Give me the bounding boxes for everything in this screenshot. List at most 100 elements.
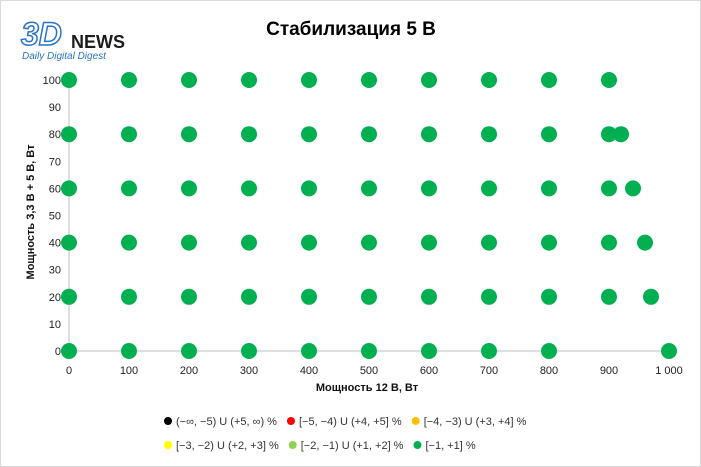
data-point (301, 72, 317, 88)
data-point (481, 288, 497, 305)
data-point (301, 288, 317, 305)
data-point (241, 180, 257, 197)
x-tick-label: 700 (480, 365, 498, 377)
logo-news: NEWS (71, 32, 125, 52)
data-point (541, 126, 557, 143)
legend-item: (−∞, −5) U (+5, ∞) % (164, 416, 277, 428)
y-tick-label: 20 (49, 292, 61, 304)
data-point (481, 126, 497, 143)
3dnews-logo: 3D NEWS Daily Digital Digest (20, 15, 125, 62)
data-point (361, 234, 377, 251)
data-point (121, 288, 137, 305)
data-point (121, 343, 137, 359)
y-tick-label: 30 (49, 265, 61, 277)
legend-item: [−5, −4) U (+4, +5] % (286, 416, 402, 428)
data-point (601, 126, 617, 143)
data-point (181, 126, 197, 143)
legend-label: [−1, +1] % (425, 440, 475, 452)
y-tick-label: 60 (49, 183, 61, 195)
data-point (643, 288, 659, 305)
data-point (361, 126, 377, 143)
data-point (541, 234, 557, 251)
data-point (301, 126, 317, 143)
data-point (625, 180, 641, 197)
y-tick-label: 90 (49, 102, 61, 114)
data-point (301, 343, 317, 359)
legend-marker (411, 417, 420, 425)
data-point (181, 288, 197, 305)
data-point (601, 180, 617, 197)
data-point (301, 180, 317, 197)
y-tick-label: 40 (49, 238, 61, 250)
x-tick-label: 900 (600, 365, 618, 377)
data-point (421, 72, 437, 88)
y-tick-label: 80 (49, 129, 61, 141)
x-tick-label: 600 (420, 365, 438, 377)
data-point (421, 288, 437, 305)
data-point (481, 234, 497, 251)
y-tick-label: 100 (43, 75, 61, 87)
data-point (361, 343, 377, 359)
data-point (61, 72, 77, 88)
data-point (601, 234, 617, 251)
legend-item: [−1, +1] % (413, 440, 476, 452)
data-point (241, 343, 257, 359)
data-point (481, 343, 497, 359)
data-point (421, 126, 437, 143)
data-point (181, 234, 197, 251)
legend-item: [−2, −1) U (+1, +2] % (288, 440, 404, 452)
legend-item: [−4, −3) U (+3, +4] % (411, 416, 527, 428)
x-tick-label: 100 (120, 365, 138, 377)
data-point (481, 72, 497, 88)
x-tick-label: 0 (66, 365, 72, 377)
data-point (181, 343, 197, 359)
data-point (181, 180, 197, 197)
legend-label: (−∞, −5) U (+5, ∞) % (176, 416, 277, 428)
y-tick-label: 50 (49, 211, 61, 223)
x-axis-title: Мощность 12 В, Вт (316, 382, 419, 394)
data-point (361, 288, 377, 305)
data-point (421, 234, 437, 251)
data-point (121, 72, 137, 88)
legend-marker (413, 441, 422, 449)
data-point (61, 288, 77, 305)
legend-marker (164, 417, 172, 425)
legend-marker (288, 441, 297, 449)
x-tick-label: 200 (180, 365, 198, 377)
logo-tagline: Daily Digital Digest (22, 51, 107, 62)
data-point (361, 180, 377, 197)
legend-marker (286, 417, 295, 425)
data-point (121, 234, 137, 251)
x-tick-label: 1 000 (655, 365, 683, 377)
x-tick-label: 500 (360, 365, 378, 377)
logo-3d: 3D (21, 16, 62, 52)
y-axis-title: Мощность 3,3 В + 5 В, Вт (25, 144, 37, 280)
data-point (181, 72, 197, 88)
data-point (541, 288, 557, 305)
data-point (61, 126, 77, 143)
data-point (481, 180, 497, 197)
legend-label: [−3, −2) U (+2, +3] % (176, 440, 279, 452)
x-tick-labels: 0 100 200 300 400 500 600 700 800 900 1 000 (66, 365, 683, 377)
data-point (121, 180, 137, 197)
legend: (−∞, −5) U (+5, ∞) % [−5, −4) U (+4, +5] … (164, 416, 527, 452)
data-point (61, 234, 77, 251)
data-point (121, 126, 137, 143)
data-point (241, 126, 257, 143)
data-point (613, 126, 629, 143)
y-tick-label: 10 (49, 319, 61, 331)
data-point (541, 343, 557, 359)
x-tick-label: 400 (300, 365, 318, 377)
data-point (601, 288, 617, 305)
legend-label: [−2, −1) U (+1, +2] % (301, 440, 404, 452)
data-point (241, 288, 257, 305)
data-point (241, 234, 257, 251)
y-tick-label: 70 (49, 156, 61, 168)
chart-title: Стабилизация 5 В (266, 19, 436, 40)
data-point (61, 180, 77, 197)
legend-marker (164, 441, 172, 449)
legend-label: [−5, −4) U (+4, +5] % (299, 416, 402, 428)
data-points (61, 72, 677, 359)
